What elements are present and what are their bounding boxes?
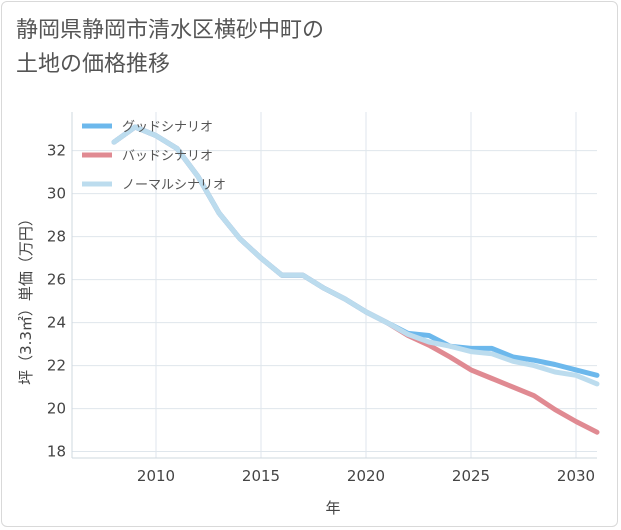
legend-label-normal: ノーマルシナリオ [122,178,226,193]
y-axis-ticks: 18 20 22 24 26 28 30 32 [47,142,66,461]
y-tick-label: 18 [47,443,66,461]
y-tick-label: 32 [47,142,66,160]
plot-border [71,112,597,459]
y-tick-label: 22 [47,357,66,375]
series-lines [111,124,600,435]
x-tick-label: 2030 [557,467,595,485]
x-tick-label: 2010 [137,467,175,485]
x-tick-label: 2020 [347,467,385,485]
series-line-normal [111,124,600,387]
y-tick-label: 20 [47,400,66,418]
grid [72,112,597,458]
x-tick-label: 2015 [242,467,280,485]
y-tick-label: 24 [47,314,66,332]
x-axis-ticks: 2010 2015 2020 2025 2030 [137,467,595,485]
legend-label-good: グッドシナリオ [122,120,213,135]
legend-label-bad: バッドシナリオ [122,149,213,164]
x-tick-label: 2025 [452,467,490,485]
y-axis-label: 坪（3.3㎡）単価（万円） [17,211,35,385]
y-tick-label: 30 [47,185,66,203]
y-tick-label: 28 [47,228,66,246]
y-tick-label: 26 [47,271,66,289]
chart-title: 静岡県静岡市清水区横砂中町の 土地の価格推移 [16,18,325,77]
x-axis-label: 年 [325,499,340,517]
